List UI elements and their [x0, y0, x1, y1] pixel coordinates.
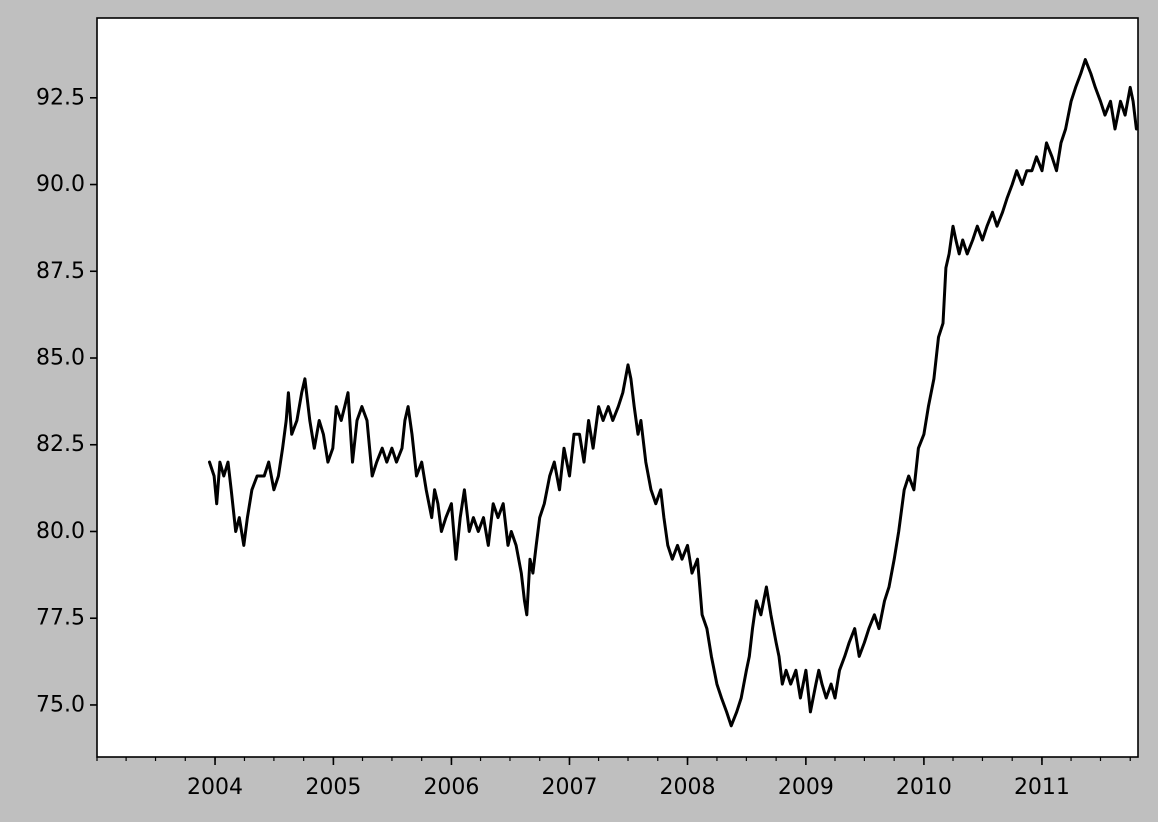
y-tick-label: 75.0: [36, 692, 85, 717]
x-tick-label: 2009: [778, 775, 834, 800]
y-tick-label: 77.5: [36, 606, 85, 631]
plot-frame: [96, 17, 1139, 758]
x-tick-label: 2010: [896, 775, 952, 800]
x-tick-label: 2005: [305, 775, 361, 800]
y-tick-label: 82.5: [36, 432, 85, 457]
y-tick-label: 87.5: [36, 259, 85, 284]
series-line-0: [208, 58, 1138, 728]
series-layer: [208, 58, 1138, 728]
plot-area: [97, 18, 1138, 757]
y-tick-label: 92.5: [36, 85, 85, 110]
y-tick-label: 90.0: [36, 172, 85, 197]
x-tick-label: 2006: [423, 775, 479, 800]
x-tick-label: 2007: [541, 775, 597, 800]
x-tick-label: 2004: [187, 775, 243, 800]
x-tick-label: 2011: [1014, 775, 1070, 800]
x-tick-label: 2008: [660, 775, 716, 800]
y-tick-label: 80.0: [36, 519, 85, 544]
y-tick-label: 85.0: [36, 346, 85, 371]
axis-layer: 75.0 77.5 80.0 82.5 85.0 87.5 90.0 92.5 2004 2005…: [36, 85, 1131, 800]
